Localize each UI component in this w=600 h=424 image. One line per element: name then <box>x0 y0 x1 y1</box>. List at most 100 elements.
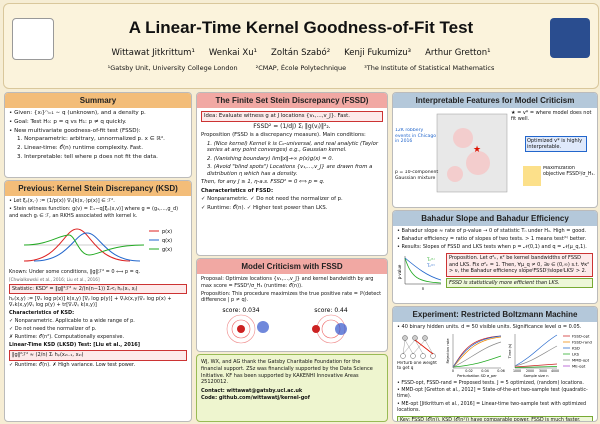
node <box>402 335 408 341</box>
ksd-plot: p(x) q(x) g(x) <box>23 227 172 261</box>
legend-label: Tₙ⁽²⁾ <box>426 263 435 268</box>
curve <box>514 345 558 367</box>
text-line: ✓ Nonparametric. ✓ Do not need the norma… <box>201 196 343 203</box>
acknowledgement: WJ, WX, and AG thank the Gatsby Charitab… <box>196 354 388 422</box>
annotation: 12K robbery events in Chicago in 2016 <box>395 128 436 144</box>
legend-label: LKS <box>572 351 580 356</box>
text-line: 2. (Vanishing boundary) lim‖x‖→∞ p(x)g(x… <box>207 155 334 162</box>
curve <box>514 366 558 368</box>
y-label: p-value <box>397 264 402 279</box>
interpretable-figure: ★ 12K robbery events in Chicago in 2016 … <box>395 110 595 193</box>
text-line: ✗ Runtime: 𝒪(n²). Computationally expens… <box>9 334 125 341</box>
text-line: ✓ Nonparametric. Applicable to a wide ra… <box>9 318 135 325</box>
curve <box>514 334 558 367</box>
objective-map <box>523 166 541 186</box>
text-line: • ME-opt [Jitkrittum et al., 2016] = Lin… <box>397 402 587 414</box>
node <box>420 353 426 359</box>
panel-body: • Given: {xᵢ}ⁿᵢ₌₁ ∼ q (unknown), and a d… <box>5 108 191 165</box>
text-line: Known: Under some conditions, ‖g‖ℱᵈ = 0 … <box>9 269 141 275</box>
annotation-text: Optimized v* is highly interpretable. <box>525 136 587 152</box>
text-line: 3. Interpretable: tell where p does not … <box>17 153 158 160</box>
y-label: Time (s) <box>508 343 512 359</box>
node <box>400 353 406 359</box>
text-line: Proposal: Optimize locations {v₁,…,v_J} … <box>201 276 374 289</box>
text-line: • Let ξₚ(x,·) := (1/p(x)) ∇ₓ[k(x,·)p(x)]… <box>9 198 115 204</box>
x-tick-label: 1000 <box>513 369 521 373</box>
annotation: ★ = v* = where model does not fit well. <box>511 110 592 122</box>
contour <box>237 325 245 333</box>
text-block: Known: Under some conditions, ‖g‖ℱᵈ = 0 … <box>9 269 187 369</box>
x-label: Sample size n <box>523 374 548 378</box>
text-line: hₚ(x,y) := [∇ₓ log p(x)] k(x,y) [∇ᵧ log … <box>9 295 172 309</box>
rbm-diagram: Perturb one weight to get q <box>397 335 437 370</box>
perturbed-edge <box>414 339 434 355</box>
contour <box>312 325 320 333</box>
curve <box>452 341 502 368</box>
curve <box>404 257 442 281</box>
affiliation: ³The Institute of Statistical Mathematic… <box>364 64 495 72</box>
plot-right: score: 0.44 <box>312 307 348 344</box>
text-line: ‖g‖²ℱᵈ ≈ (2/n) Σᵢ hₚ(x₂ᵢ₋₁, x₂ᵢ) <box>9 350 187 361</box>
panel-title: Model Criticism with FSSD <box>197 259 387 274</box>
conclusion: FSSD is statistically more efficient tha… <box>446 277 593 288</box>
legend-label: FSSD-rand <box>572 339 593 344</box>
curve <box>452 335 502 368</box>
ack-text: WJ, WX, and AG thank the Gatsby Charitab… <box>201 359 373 386</box>
x-tick-label: 0.04 <box>481 369 489 373</box>
text-line: • Given: {xᵢ}ⁿᵢ₌₁ ∼ q (unknown), and a d… <box>9 110 146 116</box>
panel-body: • Let ξₚ(x,·) := (1/p(x)) ∇ₓ[k(x,·)p(x)]… <box>5 196 191 372</box>
proposition-block: Proposition. Let σ²ₖ, κ² be kernel bandw… <box>446 252 593 292</box>
x-label: Perturbation SD σ_per <box>457 374 497 378</box>
text-line: Idea: Evaluate witness g at J locations … <box>201 111 383 122</box>
star-marker: ★ <box>473 145 481 155</box>
p-curve <box>23 227 131 261</box>
interpretable-panel: Interpretable Features for Model Critici… <box>392 92 598 208</box>
text-line: • MMD-opt [Gretton et al., 2012] = State… <box>397 388 588 400</box>
text-line: ✓ Runtime: 𝒪(n). ✗ High variance. Low te… <box>9 362 136 369</box>
bahadur-plot: p-value n Tₙ⁽¹⁾ Tₙ⁽²⁾ <box>397 256 442 291</box>
text-line: 1. (Nice kernel) Kernel k is C₀-universa… <box>207 140 379 154</box>
x-tick-label: 3000 <box>539 369 547 373</box>
annotation-text: ★ = v* = where model does not fit well. <box>511 110 592 122</box>
panel-title: Interpretable Features for Model Critici… <box>393 93 597 108</box>
author: Arthur Gretton¹ <box>425 48 491 58</box>
text-line: [Chwialkowski et al., 2016; Liu et al., … <box>9 277 100 282</box>
authors: Wittawat Jitkrittum¹ Wenkai Xu¹ Zoltán S… <box>4 48 598 58</box>
author: Wittawat Jitkrittum¹ <box>111 48 195 58</box>
x-tick-label: 0 <box>452 369 454 373</box>
text-line: • New multivariate goodness-of-fit test … <box>9 127 141 134</box>
legend-label: FSSD-opt <box>572 333 590 338</box>
text-line: Linear-Time KSD (LKSD) Test: [Liu et al.… <box>9 342 141 349</box>
criticism-plots: score: 0.034 score: 0.44 <box>222 307 348 344</box>
annotation: Maximization objective FSSD²/σ_H₁. <box>543 166 595 177</box>
legend-label: Tₙ⁽¹⁾ <box>426 257 435 262</box>
legend-label: ME-opt <box>572 363 586 368</box>
text-line: • 40 binary hidden units. d = 50 visible… <box>397 324 582 330</box>
annotation: Perturb one weight to get q <box>397 361 437 370</box>
code-link[interactable]: Code: github.com/wittawatj/kernel-gof <box>201 394 310 401</box>
bahadur-panel: Bahadur Slope and Bahadur Efficiency • B… <box>392 210 598 304</box>
node <box>410 353 416 359</box>
q-curve <box>33 231 141 261</box>
title: A Linear-Time Kernel Goodness-of-Fit Tes… <box>128 18 474 37</box>
annotation-text: p = 10-component Gaussian mixture <box>395 170 439 181</box>
density <box>453 128 473 148</box>
text-line: FSSD² = (1/dJ) Σⱼ ‖g(vⱼ)‖²₂. <box>253 122 331 130</box>
x-tick-label: 0.02 <box>465 369 473 373</box>
author: Kenji Fukumizu³ <box>344 48 412 58</box>
text-line: 1. Nonparametric: arbitrary, unnormalize… <box>17 136 165 143</box>
affiliation: ¹Gatsby Unit, University College London <box>107 64 238 72</box>
panel-body: • Bahadur slope ≈ rate of p-value → 0 of… <box>393 226 597 294</box>
proposition: Proposition. Let σ²ₖ, κ² be kernel bandw… <box>446 253 593 277</box>
text-line: Proposition (FSSD is a discrepancy measu… <box>201 132 366 139</box>
panel-title: Summary <box>5 93 191 108</box>
text-line: • Bahadur efficiency = ratio of slopes o… <box>397 236 587 242</box>
panel-title: Bahadur Slope and Bahadur Efficiency <box>393 211 597 226</box>
edges <box>402 339 434 355</box>
logo-left <box>12 18 54 60</box>
annotation: p = 10-component Gaussian mixture <box>395 170 439 181</box>
text-line: 2. Linear-time: 𝒪(n) runtime complexity.… <box>17 145 144 152</box>
data-cloud <box>335 323 347 335</box>
